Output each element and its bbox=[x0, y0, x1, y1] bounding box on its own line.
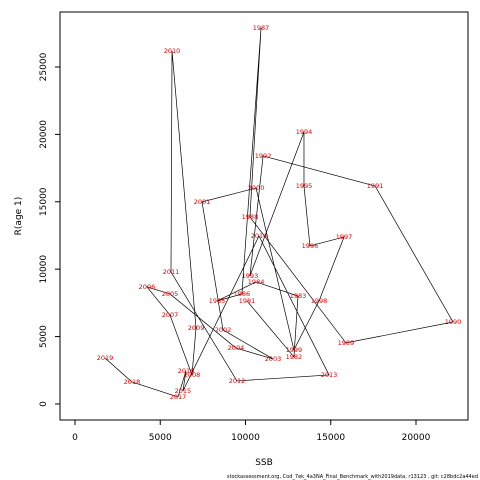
year-point: 2011 bbox=[163, 268, 180, 276]
year-point: 2010 bbox=[164, 47, 181, 55]
year-point: 2015 bbox=[175, 387, 192, 395]
year-point: 2019 bbox=[97, 354, 114, 362]
year-point: 1998 bbox=[311, 297, 328, 305]
y-axis-label: R(age 1) bbox=[14, 197, 24, 236]
footnote: stockassessment.org, Cod_7ek_4a3NA_Final… bbox=[227, 474, 478, 480]
year-point: 1996 bbox=[302, 242, 319, 250]
plot-frame bbox=[59, 11, 469, 421]
year-point: 2002 bbox=[215, 326, 232, 334]
sr-line bbox=[104, 28, 454, 398]
year-point: 2014 bbox=[251, 232, 268, 240]
year-point: 2000 bbox=[248, 184, 265, 192]
x-tick-label: 15000 bbox=[316, 433, 345, 443]
year-point: 2008 bbox=[184, 371, 201, 379]
year-point: 1982 bbox=[286, 353, 303, 361]
year-point: 1992 bbox=[255, 152, 272, 160]
year-point: 2009 bbox=[188, 324, 205, 332]
x-tick-label: 10000 bbox=[231, 433, 260, 443]
year-point: 1984 bbox=[248, 278, 265, 286]
year-point: 1986 bbox=[234, 290, 251, 298]
year-point: 2017 bbox=[170, 393, 187, 401]
year-point: 2003 bbox=[265, 355, 282, 363]
year-point: 2004 bbox=[228, 344, 245, 352]
y-tick-label: 0 bbox=[39, 401, 49, 407]
x-axis-label: SSB bbox=[255, 458, 273, 468]
year-point: 1991 bbox=[367, 182, 384, 190]
year-point: 2007 bbox=[162, 311, 179, 319]
y-tick-label: 25000 bbox=[39, 52, 49, 81]
year-point: 1989 bbox=[338, 339, 355, 347]
year-point: 1987 bbox=[253, 24, 270, 32]
year-point: 1997 bbox=[336, 233, 353, 241]
y-tick-label: 5000 bbox=[39, 325, 49, 348]
year-point: 2005 bbox=[162, 290, 179, 298]
year-point: 2001 bbox=[194, 198, 211, 206]
y-tick-label: 10000 bbox=[39, 255, 49, 284]
year-point: 1988 bbox=[242, 213, 259, 221]
year-point: 1994 bbox=[296, 128, 313, 136]
year-point: 1983 bbox=[290, 292, 307, 300]
year-point: 1995 bbox=[296, 182, 313, 190]
y-tick-label: 15000 bbox=[39, 187, 49, 216]
x-tick-label: 20000 bbox=[402, 433, 431, 443]
year-point: 1999 bbox=[286, 346, 303, 354]
year-point: 2006 bbox=[139, 283, 156, 291]
year-point: 1985 bbox=[209, 297, 226, 305]
year-point: 2018 bbox=[124, 378, 141, 386]
year-point: 1993 bbox=[242, 272, 259, 280]
x-tick-label: 5000 bbox=[149, 433, 172, 443]
x-tick-label: 0 bbox=[72, 433, 78, 443]
year-point: 2012 bbox=[229, 377, 246, 385]
year-point: 2013 bbox=[321, 371, 338, 379]
year-point: 1981 bbox=[239, 297, 256, 305]
year-point: 2016 bbox=[178, 367, 195, 375]
year-point: 1990 bbox=[445, 318, 462, 326]
y-tick-label: 20000 bbox=[39, 120, 49, 149]
